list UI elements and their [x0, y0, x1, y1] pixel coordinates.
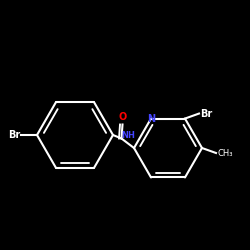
Text: CH₃: CH₃ — [217, 148, 232, 158]
Text: N: N — [147, 114, 155, 124]
Text: NH: NH — [121, 131, 135, 140]
Text: O: O — [118, 112, 127, 122]
Text: Br: Br — [200, 108, 212, 118]
Text: Br: Br — [8, 130, 20, 140]
